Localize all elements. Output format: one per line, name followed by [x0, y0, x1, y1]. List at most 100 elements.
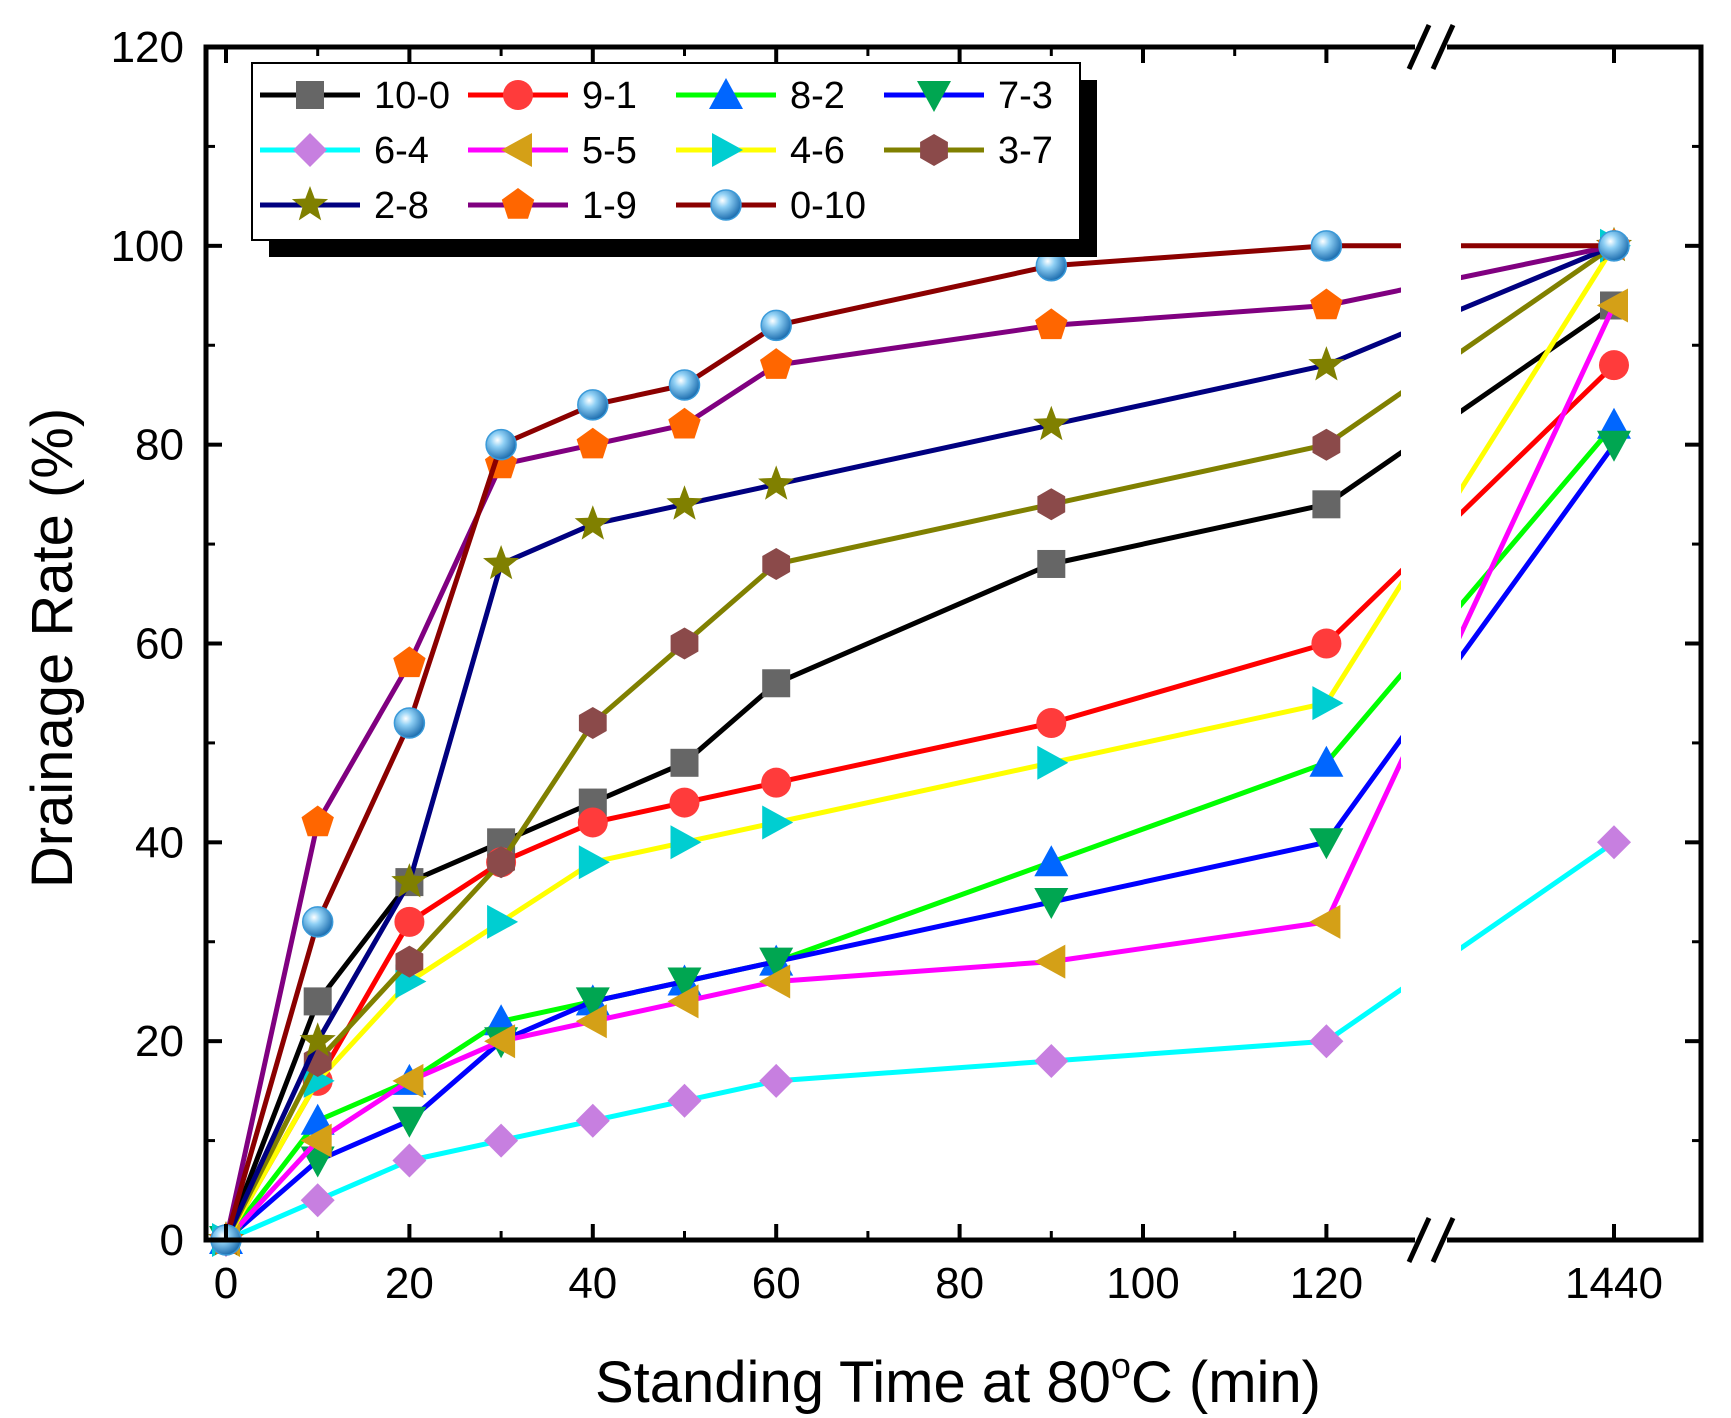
- point-7-3-120: [1309, 828, 1344, 860]
- x-tick-label: 80: [935, 1259, 984, 1308]
- axis-break-gap: [1401, 27, 1461, 1260]
- point-0-10-1440: [1598, 230, 1630, 262]
- legend: 10-0 9-1 8-2 7-3 6-4 5-5 4-6 3-7 2-8 1-9 0-10: [251, 62, 1097, 257]
- point-9-1-90: [1036, 708, 1067, 739]
- legend-label: 2-8: [374, 185, 429, 227]
- point-6-4-120: [1309, 1024, 1344, 1059]
- point-10-0-120: [1312, 490, 1341, 519]
- point-2-8-90: [1033, 405, 1070, 441]
- y-tick-label: 0: [160, 1216, 184, 1265]
- legend-entry-2-8: 2-8: [260, 185, 429, 227]
- y-tick-label: 120: [111, 23, 184, 72]
- point-5-5-40: [575, 1004, 607, 1039]
- point-0-10-10: [301, 906, 334, 938]
- point-5-5-90: [1034, 944, 1066, 979]
- point-6-4-40: [575, 1103, 610, 1138]
- point-6-4-20: [392, 1143, 427, 1178]
- point-3-7-20: [395, 945, 424, 978]
- point-3-7-60: [762, 548, 791, 580]
- legend-marker-3-7: [920, 134, 948, 166]
- point-5-5-20: [392, 1063, 424, 1098]
- legend-label: 6-4: [374, 130, 429, 172]
- legend-entry-5-5: 5-5: [468, 130, 637, 172]
- series-line-3-7: [223, 243, 1616, 1242]
- axis-break-mark: [1430, 1216, 1456, 1264]
- point-2-8-60: [758, 465, 795, 500]
- series-line-7-3: [224, 443, 1617, 1242]
- point-6-4-90: [1034, 1044, 1069, 1078]
- point-0-10-40: [577, 389, 609, 421]
- point-2-8-20: [391, 863, 428, 898]
- legend-label: 5-5: [582, 130, 637, 172]
- y-tick-label: 80: [135, 421, 184, 470]
- axis-break-mark: [1406, 23, 1432, 71]
- legend-entry-3-7: 3-7: [884, 130, 1053, 172]
- series-layer: [207, 27, 1633, 1260]
- series-line-6-4: [225, 840, 1616, 1243]
- point-2-8-30: [483, 545, 520, 580]
- point-0-10-60: [760, 309, 792, 342]
- point-9-1-40: [577, 807, 608, 838]
- series-line-9-1: [223, 363, 1616, 1242]
- series-line-10-0: [223, 303, 1616, 1241]
- series-line-4-6: [223, 244, 1617, 1242]
- point-10-0-60: [762, 669, 791, 698]
- point-4-6-120: [1312, 686, 1344, 721]
- x-tick-label: 1440: [1565, 1259, 1663, 1308]
- legend-label: 9-1: [582, 75, 637, 117]
- series-5-5: [209, 288, 1628, 1257]
- legend-marker-9-1: [503, 80, 533, 110]
- legend-label: 1-9: [582, 185, 637, 227]
- legend-marker-0-10: [710, 189, 742, 221]
- point-8-2-120: [1309, 745, 1344, 777]
- point-7-3-40: [575, 987, 610, 1019]
- legend-marker-6-4: [293, 133, 327, 167]
- legend-marker-2-8: [291, 186, 329, 221]
- x-tick-label: 60: [752, 1259, 801, 1308]
- x-tick-label: 100: [1106, 1259, 1179, 1308]
- point-6-4-60: [759, 1063, 794, 1098]
- point-7-3-60: [759, 947, 794, 979]
- point-3-7-50: [670, 627, 699, 660]
- point-0-10-30: [485, 428, 517, 461]
- point-7-3-90: [1034, 888, 1069, 919]
- point-4-6-90: [1037, 745, 1069, 780]
- point-1-9-90: [1035, 308, 1068, 340]
- legend-entry-7-3: 7-3: [884, 75, 1053, 117]
- legend-marker-1-9: [501, 188, 535, 219]
- legend-label: 10-0: [374, 75, 450, 117]
- point-1-9-10: [301, 805, 334, 837]
- legend-label: 8-2: [790, 75, 845, 117]
- x-tick-label: 40: [568, 1259, 617, 1308]
- point-0-10-20: [393, 707, 426, 739]
- legend-entry-4-6: 4-6: [676, 130, 845, 172]
- point-0-10-120: [1310, 230, 1343, 262]
- axis-break-mark: [1430, 23, 1456, 71]
- legend-label: 7-3: [998, 75, 1053, 117]
- legend-label: 4-6: [790, 130, 845, 172]
- point-3-7-120: [1312, 428, 1341, 461]
- point-9-1-20: [394, 906, 425, 937]
- point-10-0-10: [303, 987, 332, 1016]
- point-6-4-30: [484, 1123, 519, 1158]
- point-6-4-1440: [1597, 825, 1631, 860]
- axis-break-mark: [1406, 1216, 1432, 1264]
- y-tick-label: 20: [135, 1017, 184, 1066]
- legend-marker-10-0: [296, 81, 324, 109]
- point-1-9-120: [1310, 288, 1343, 320]
- point-2-8-50: [666, 485, 703, 520]
- axis-ticks: 0 20 40 60 80 100 120 0 20 40 60 80 100 120 1440: [111, 23, 1701, 1308]
- series-line-1-9: [223, 243, 1615, 1241]
- legend-entry-0-10: 0-10: [676, 185, 866, 227]
- point-3-7-30: [487, 846, 515, 879]
- point-9-1-50: [669, 787, 700, 818]
- point-1-9-40: [576, 427, 609, 459]
- point-4-6-50: [670, 825, 702, 860]
- y-tick-label: 40: [135, 818, 184, 867]
- point-3-7-90: [1037, 488, 1066, 521]
- point-2-8-120: [1308, 346, 1345, 381]
- series-line-0-10: [223, 243, 1614, 1241]
- point-6-4-50: [667, 1083, 702, 1118]
- point-1-9-60: [760, 348, 793, 379]
